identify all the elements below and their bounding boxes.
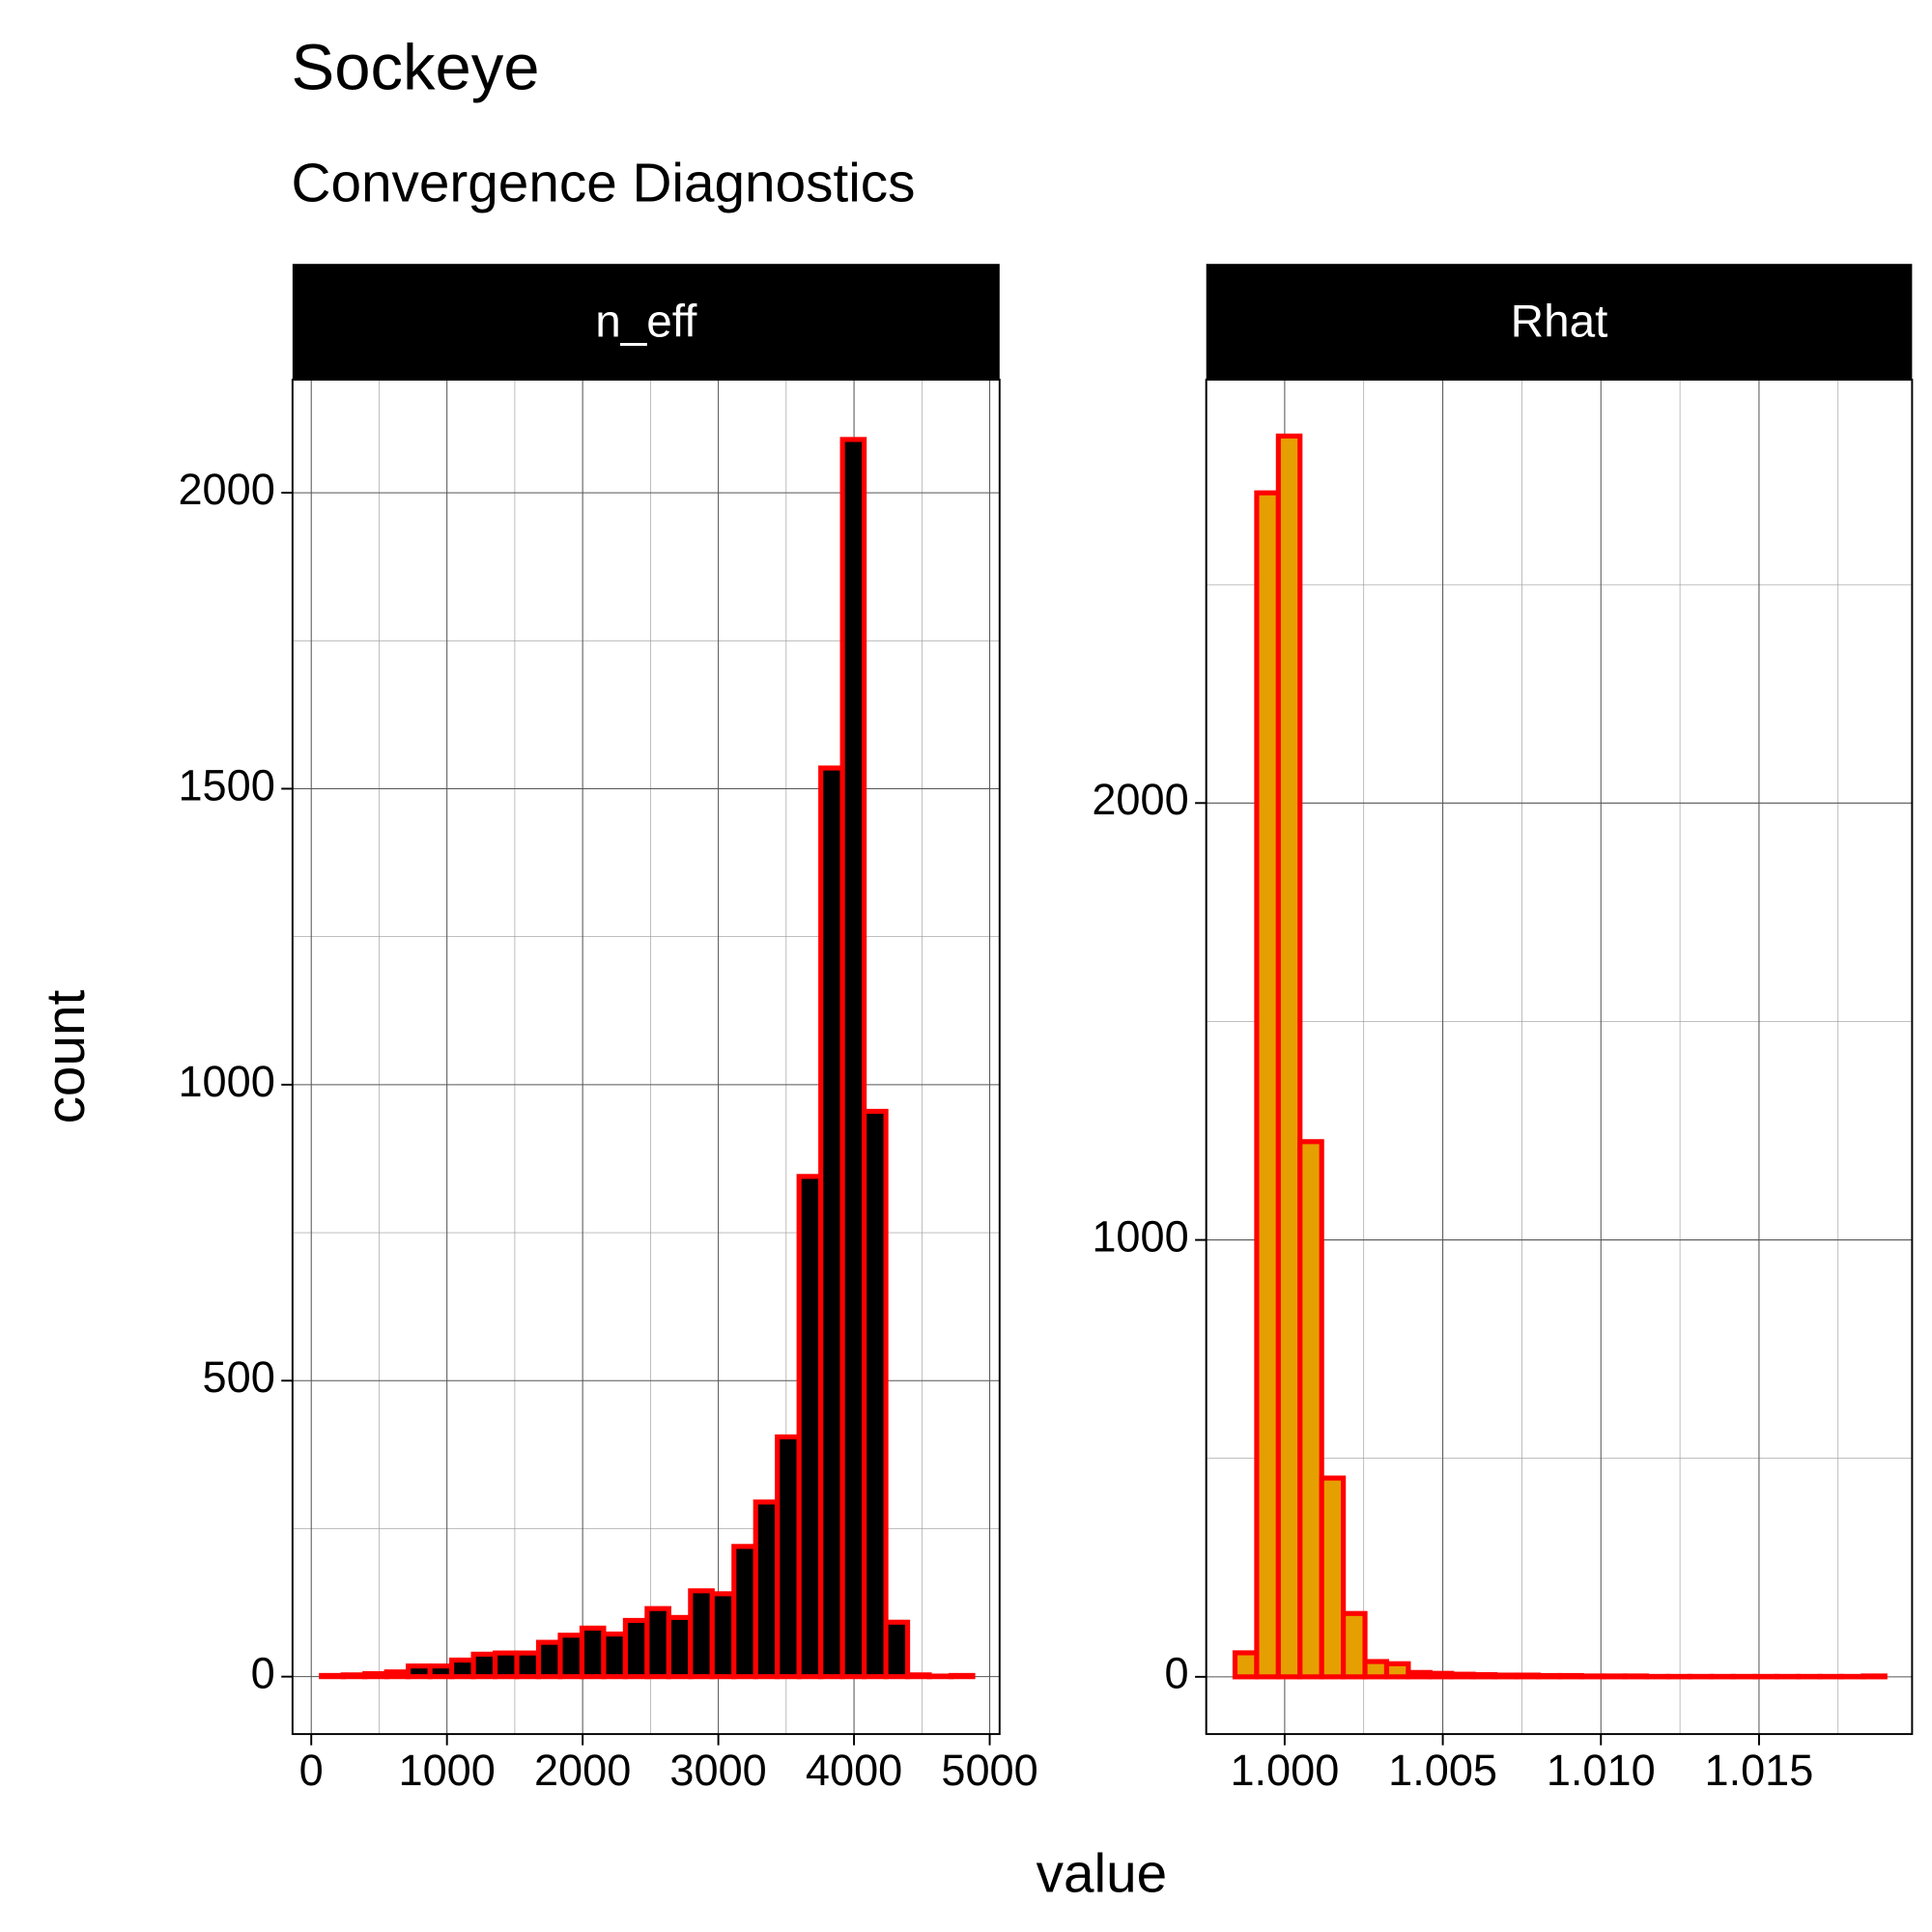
bar <box>1319 1475 1347 1680</box>
bar <box>1427 1670 1455 1680</box>
bar <box>1861 1673 1888 1680</box>
y-tick-label: 2000 <box>1092 775 1188 824</box>
y-tick-label: 1500 <box>178 760 274 810</box>
bar <box>709 1591 737 1680</box>
x-tick-label: 3000 <box>669 1746 766 1795</box>
bar <box>1601 1673 1628 1680</box>
bar <box>622 1617 650 1680</box>
bar <box>839 437 867 1680</box>
bar <box>514 1650 542 1680</box>
bar <box>883 1619 911 1680</box>
bar <box>1470 1672 1498 1680</box>
bar <box>340 1672 368 1680</box>
bar <box>862 1108 889 1680</box>
y-tick-label: 1000 <box>1092 1211 1188 1261</box>
bar <box>1492 1672 1520 1680</box>
y-axis-title: count <box>36 989 97 1123</box>
bar <box>904 1672 932 1680</box>
strip-label: Rhat <box>1511 296 1608 347</box>
strip-label: n_eff <box>595 296 697 347</box>
bar <box>796 1174 824 1680</box>
bar <box>492 1650 520 1680</box>
y-tick-label: 1000 <box>178 1057 274 1106</box>
y-tick-label: 0 <box>251 1649 275 1698</box>
x-tick-label: 4000 <box>806 1746 902 1795</box>
chart-title: Sockeye <box>292 31 540 103</box>
bar <box>1514 1672 1542 1680</box>
bar <box>1406 1669 1433 1680</box>
bar <box>644 1605 671 1680</box>
chart-subtitle: Convergence Diagnostics <box>292 153 916 213</box>
bar <box>1557 1672 1584 1680</box>
x-tick-label: 0 <box>299 1746 324 1795</box>
bar <box>948 1672 976 1680</box>
bar <box>470 1651 498 1680</box>
bar <box>753 1499 781 1680</box>
bar <box>1232 1650 1260 1680</box>
bar <box>535 1639 563 1680</box>
bar <box>926 1673 954 1680</box>
x-tick-label: 1.005 <box>1388 1746 1497 1795</box>
bar <box>666 1614 694 1680</box>
x-tick-label: 1.000 <box>1230 1746 1339 1795</box>
strip <box>1206 264 1913 381</box>
y-tick-label: 2000 <box>178 465 274 514</box>
bar <box>1254 490 1281 1680</box>
panel-background <box>292 380 1000 1735</box>
bar <box>557 1633 585 1680</box>
strip <box>292 264 1000 381</box>
bar <box>384 1669 412 1680</box>
bar <box>579 1625 607 1680</box>
x-tick-label: 5000 <box>941 1746 1037 1795</box>
x-tick-label: 1.010 <box>1547 1746 1656 1795</box>
bar <box>731 1544 758 1680</box>
bar <box>1341 1610 1368 1680</box>
bar <box>1622 1673 1650 1680</box>
bar <box>1383 1661 1411 1680</box>
x-tick-label: 1000 <box>399 1746 496 1795</box>
bar <box>406 1663 433 1680</box>
bar <box>319 1672 346 1680</box>
y-tick-label: 500 <box>203 1352 275 1402</box>
bar <box>1578 1673 1606 1680</box>
bar <box>1535 1672 1563 1680</box>
bar <box>1362 1659 1390 1680</box>
bar <box>775 1434 802 1680</box>
bar <box>1275 433 1303 1680</box>
bar <box>362 1671 389 1680</box>
bar <box>688 1588 715 1680</box>
bar <box>601 1631 628 1680</box>
x-axis-title: value <box>1037 1843 1168 1904</box>
x-tick-label: 2000 <box>534 1746 631 1795</box>
y-tick-label: 0 <box>1165 1649 1189 1698</box>
bar <box>449 1657 476 1680</box>
x-tick-label: 1.015 <box>1705 1746 1814 1795</box>
bar <box>1297 1139 1324 1680</box>
bar <box>427 1663 455 1680</box>
bar <box>1449 1671 1476 1680</box>
bar <box>818 765 845 1680</box>
